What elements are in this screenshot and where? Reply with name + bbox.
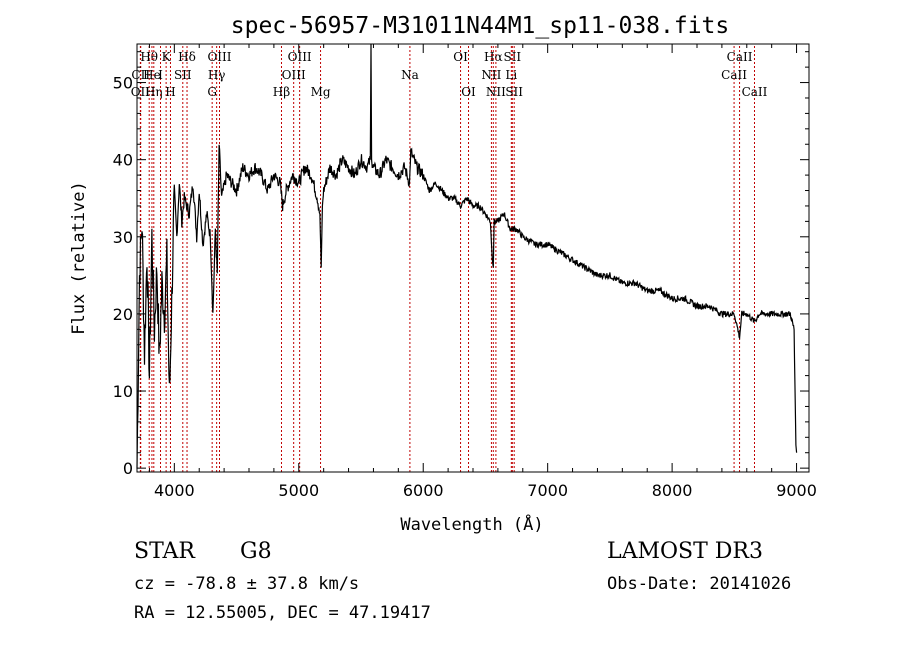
object-class: STAR	[134, 539, 195, 564]
x-axis: 4000 5000 6000 7000 8000 9000	[148, 44, 817, 500]
spectral-line-label: OIII	[288, 50, 312, 64]
survey-name: LAMOST DR3	[607, 539, 763, 564]
x-tick-label: 8000	[652, 481, 693, 500]
x-tick-label: 9000	[776, 481, 817, 500]
chart-title: spec-56957-M31011N44M1_sp11-038.fits	[231, 13, 730, 39]
redshift-velocity: cz = -78.8 ± 37.8 km/s	[134, 574, 360, 594]
spectral-line-label: He	[143, 68, 161, 82]
spectral-line-label: OIII	[282, 68, 306, 82]
spectral-line-label: Hη	[145, 85, 163, 99]
y-tick-label: 40	[113, 151, 133, 170]
spectral-line-label: K	[162, 50, 172, 64]
spectral-line-label: CaII	[727, 50, 753, 64]
y-tick-label: 30	[113, 228, 133, 247]
spectral-line-label: G	[207, 85, 217, 99]
x-tick-label: 4000	[154, 481, 195, 500]
y-tick-label: 0	[123, 459, 133, 478]
y-tick-label: 50	[113, 74, 133, 93]
spectral-line-label: SII	[174, 68, 192, 82]
observation-date: Obs-Date: 20141026	[607, 574, 792, 594]
x-tick-label: 6000	[403, 481, 444, 500]
spectral-line-label: Hα	[484, 50, 503, 64]
spectral-line-label: CaII	[721, 68, 747, 82]
spectral-line-label: OI	[461, 85, 476, 99]
spectral-line-label: Hβ	[273, 85, 290, 99]
spectrum-series-line	[136, 43, 798, 469]
x-tick-label: 7000	[527, 481, 568, 500]
plot-frame	[136, 43, 810, 473]
spectral-line-label: OIII	[207, 50, 231, 64]
y-tick-label: 10	[113, 382, 133, 401]
spectral-line-label: NII	[486, 85, 506, 99]
spectral-line-label: SII	[503, 50, 521, 64]
spectral-line-label: SII	[505, 85, 523, 99]
spectral-line-label: Mg	[311, 85, 331, 99]
ra-dec-coordinates: RA = 12.55005, DEC = 47.19417	[134, 603, 431, 623]
spectral-line-label: NII	[481, 68, 501, 82]
y-axis-label: Flux (relative)	[69, 181, 89, 335]
spectral-line-label: OII	[131, 85, 151, 99]
spectral-line-label: H	[165, 85, 175, 99]
x-tick-label: 5000	[278, 481, 319, 500]
y-tick-label: 20	[113, 305, 133, 324]
spectral-line-label: Hθ	[140, 50, 158, 64]
spectral-line-label: I	[158, 68, 163, 82]
y-axis: 0 10 20 30 40 50	[113, 51, 809, 478]
spectral-line-label: CaII	[742, 85, 768, 99]
x-axis-label: Wavelength (Å)	[400, 513, 543, 535]
spectral-line-label: Hγ	[208, 68, 226, 82]
spectral-line-label: Na	[401, 68, 419, 82]
spectral-line-label: OI	[453, 50, 468, 64]
spectral-line-label: Hδ	[178, 50, 196, 64]
spectral-line-label: Li	[505, 68, 517, 82]
object-subclass: G8	[240, 539, 272, 564]
